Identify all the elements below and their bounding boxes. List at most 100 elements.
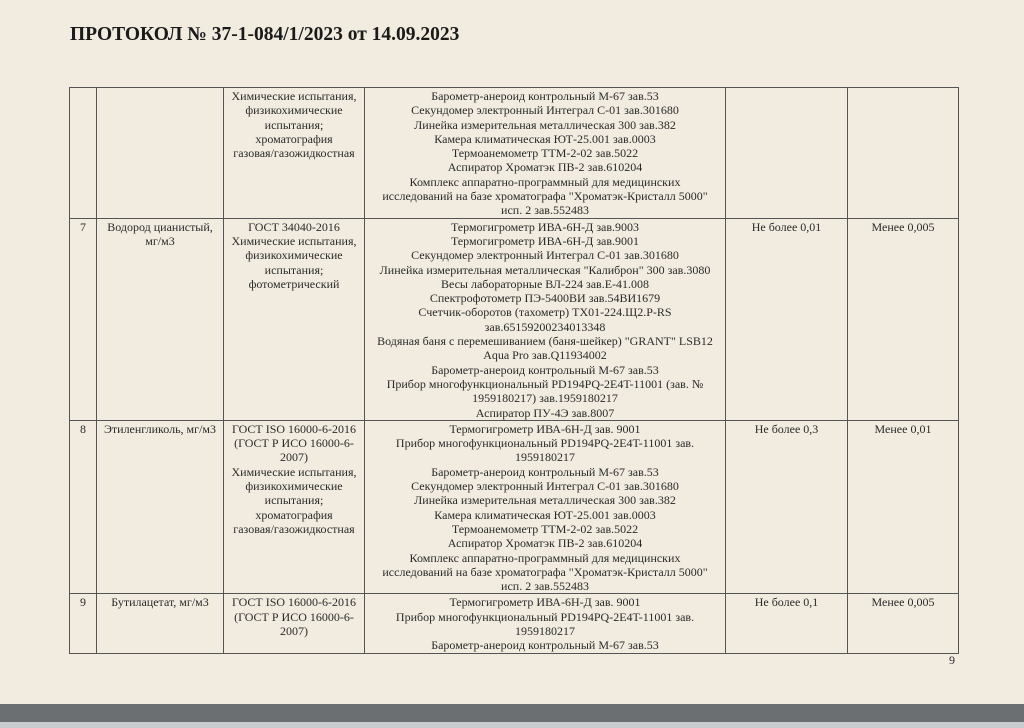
test-method-line: 2007) xyxy=(280,450,308,465)
test-method-cell: ГОСТ ISO 16000-6-2016 (ГОСТ Р ИСО 16000-6… xyxy=(223,593,365,654)
equipment-list-line: Термогигрометр ИВА-6Н-Д зав. 9001 xyxy=(449,595,641,610)
test-method-line: испытания; xyxy=(264,262,324,277)
table-row: 9 Бутилацетат, мг/м3 ГОСТ ISO 16000-6-2016… xyxy=(69,593,959,654)
equipment-list-line: Комплекс аппаратно-программный для медиц… xyxy=(409,174,681,189)
equipment-list-line: Камера климатическая ЮТ-25.001 зав.0003 xyxy=(434,507,656,522)
indicator-name-line: Этиленгликоль, мг/м3 xyxy=(103,421,216,436)
norm-value: Не более 0,1 xyxy=(754,595,819,610)
scanner-edge xyxy=(0,704,1024,722)
equipment-list-cell: Термогигрометр ИВА-6Н-Д зав. 9001 Прибор … xyxy=(364,593,726,654)
equipment-list-line: Прибор многофункциональный PD194PQ-2E4T-… xyxy=(395,609,695,624)
equipment-list-line: исп. 2 зав.552483 xyxy=(501,203,589,218)
test-method-line: Химические испытания, xyxy=(231,233,357,248)
table-row: 7 Водород цианистый, мг/м3 ГОСТ 34040-2016 Х… xyxy=(69,217,959,421)
equipment-list-line: исследований на базе хроматографа "Хрома… xyxy=(382,564,708,579)
result-value-cell: Менее 0,005 xyxy=(847,217,959,421)
row-number-cell: 7 xyxy=(69,217,97,421)
equipment-list-line: Прибор многофункциональный PD194PQ-2E4T-… xyxy=(395,436,695,451)
indicator-name-cell: Бутилацетат, мг/м3 xyxy=(96,593,224,654)
test-method-line: фотометрический xyxy=(248,276,340,291)
equipment-list-line: Линейка измерительная металлическая "Кал… xyxy=(379,262,711,277)
result-value-cell: Менее 0,005 xyxy=(847,593,959,654)
equipment-list-line: Термогигрометр ИВА-6Н-Д зав.9001 xyxy=(450,233,640,248)
equipment-list-line: Водяная баня с перемешиванием (баня-шейк… xyxy=(377,334,713,349)
test-method-line: Химические испытания, xyxy=(231,89,357,103)
test-method-line: испытания; xyxy=(264,493,324,508)
equipment-list-line: Спектрофотометр ПЭ-5400ВИ зав.54ВИ1679 xyxy=(429,291,661,306)
page-title: ПРОТОКОЛ № 37-1-084/1/2023 от 14.09.2023 xyxy=(70,24,460,45)
test-method-line: ГОСТ 34040-2016 xyxy=(248,219,340,234)
equipment-list-line: Барометр-анероид контрольный М-67 зав.53 xyxy=(431,89,659,103)
table-row: 8 Этиленгликоль, мг/м3 ГОСТ ISO 16000-6-20… xyxy=(69,419,959,595)
test-method-cell: Химические испытания, физикохимические исп… xyxy=(223,87,365,219)
equipment-list-line: Аспиратор ПУ-4Э зав.8007 xyxy=(475,405,615,420)
test-method-line: (ГОСТ Р ИСО 16000-6- xyxy=(234,436,354,451)
row-number-cell: 9 xyxy=(69,593,97,654)
equipment-list-cell: Барометр-анероид контрольный М-67 зав.53… xyxy=(364,87,726,219)
equipment-list-line: Aqua Pro зав.Q11934002 xyxy=(483,348,607,363)
equipment-list-cell: Термогигрометр ИВА-6Н-Д зав. 9001 Прибор … xyxy=(364,419,726,595)
test-method-line: газовая/газожидкостная xyxy=(233,146,355,161)
equipment-list-line: Термогигрометр ИВА-6Н-Д зав.9003 xyxy=(450,219,640,234)
result-value: Менее 0,005 xyxy=(871,219,935,234)
table-row: Химические испытания, физикохимические исп… xyxy=(69,87,959,219)
indicator-name-cell xyxy=(96,87,224,219)
scanner-edge-light xyxy=(0,722,1024,728)
norm-value: Не более 0,3 xyxy=(754,421,819,436)
result-value-cell: Менее 0,01 xyxy=(847,419,959,595)
result-value-cell xyxy=(847,87,959,219)
norm-value-cell xyxy=(725,87,848,219)
equipment-list-line: Весы лабораторные ВЛ-224 зав.Е-41.008 xyxy=(440,276,650,291)
equipment-list-line: исследований на базе хроматографа "Хрома… xyxy=(382,189,708,204)
equipment-list-cell: Термогигрометр ИВА-6Н-Д зав.9003 Термогиг… xyxy=(364,217,726,421)
norm-value: Не более 0,01 xyxy=(751,219,822,234)
row-number-cell: 8 xyxy=(69,419,97,595)
equipment-list-line: Термоанемометр ТТМ-2-02 зав.5022 xyxy=(451,521,639,536)
row-number: 8 xyxy=(80,421,86,436)
equipment-list-line: исп. 2 зав.552483 xyxy=(501,579,589,594)
norm-value-cell: Не более 0,3 xyxy=(725,419,848,595)
row-number: 7 xyxy=(80,219,86,234)
test-method-line: физикохимические xyxy=(245,479,343,494)
test-method-line: Химические испытания, xyxy=(231,464,357,479)
test-method-line: хроматография xyxy=(255,131,333,146)
test-method-line: газовая/газожидкостная xyxy=(233,521,355,536)
equipment-list-line: 1959180217 xyxy=(515,450,575,465)
result-value: Менее 0,01 xyxy=(874,421,932,436)
norm-value-cell: Не более 0,01 xyxy=(725,217,848,421)
equipment-list-line: 1959180217 xyxy=(515,623,575,638)
equipment-list-line: Прибор многофункциональный PD194PQ-2E4T-… xyxy=(386,376,704,391)
equipment-list-line: Счетчик-оборотов (тахометр) ТХ01-224.Щ2.… xyxy=(418,305,672,320)
test-method-line: испытания; xyxy=(264,117,324,132)
test-method-cell: ГОСТ 34040-2016 Химические испытания, физи… xyxy=(223,217,365,421)
page-number: 9 xyxy=(949,653,955,667)
equipment-list-line: Аспиратор Хроматэк ПВ-2 зав.610204 xyxy=(447,160,643,175)
equipment-list-line: Камера климатическая ЮТ-25.001 зав.0003 xyxy=(434,131,656,146)
test-method-line: физикохимические xyxy=(245,248,343,263)
equipment-list-line: Барометр-анероид контрольный М-67 зав.53 xyxy=(431,464,659,479)
equipment-list-line: Линейка измерительная металлическая 300 … xyxy=(414,117,676,132)
equipment-list-line: Аспиратор Хроматэк ПВ-2 зав.610204 xyxy=(447,536,643,551)
equipment-list-line: Секундомер электронный Интеграл С-01 зав… xyxy=(411,248,679,263)
equipment-list-line: Термоанемометр ТТМ-2-02 зав.5022 xyxy=(451,146,639,161)
row-number-cell xyxy=(69,87,97,219)
row-number: 9 xyxy=(80,595,86,610)
test-method-line: 2007) xyxy=(280,623,308,638)
indicator-name-cell: Этиленгликоль, мг/м3 xyxy=(96,419,224,595)
equipment-list-line: Линейка измерительная металлическая 300 … xyxy=(414,493,676,508)
test-method-line: физикохимические xyxy=(245,103,343,118)
results-table: Химические испытания, физикохимические исп… xyxy=(69,87,959,654)
result-value: Менее 0,005 xyxy=(871,595,935,610)
test-method-line: (ГОСТ Р ИСО 16000-6- xyxy=(234,609,354,624)
indicator-name-line: мг/м3 xyxy=(145,233,175,248)
indicator-name-line: Водород цианистый, xyxy=(107,219,213,234)
equipment-list-line: Комплекс аппаратно-программный для медиц… xyxy=(409,550,681,565)
norm-value-cell: Не более 0,1 xyxy=(725,593,848,654)
indicator-name-line: Бутилацетат, мг/м3 xyxy=(111,595,209,610)
indicator-name-cell: Водород цианистый, мг/м3 xyxy=(96,217,224,421)
equipment-list-line: Барометр-анероид контрольный М-67 зав.53 xyxy=(431,362,659,377)
equipment-list-line: Секундомер электронный Интеграл С-01 зав… xyxy=(411,103,679,118)
test-method-line: ГОСТ ISO 16000-6-2016 xyxy=(231,421,357,436)
equipment-list-line: Термогигрометр ИВА-6Н-Д зав. 9001 xyxy=(449,421,641,436)
equipment-list-line: Барометр-анероид контрольный М-67 зав.53 xyxy=(431,638,659,653)
